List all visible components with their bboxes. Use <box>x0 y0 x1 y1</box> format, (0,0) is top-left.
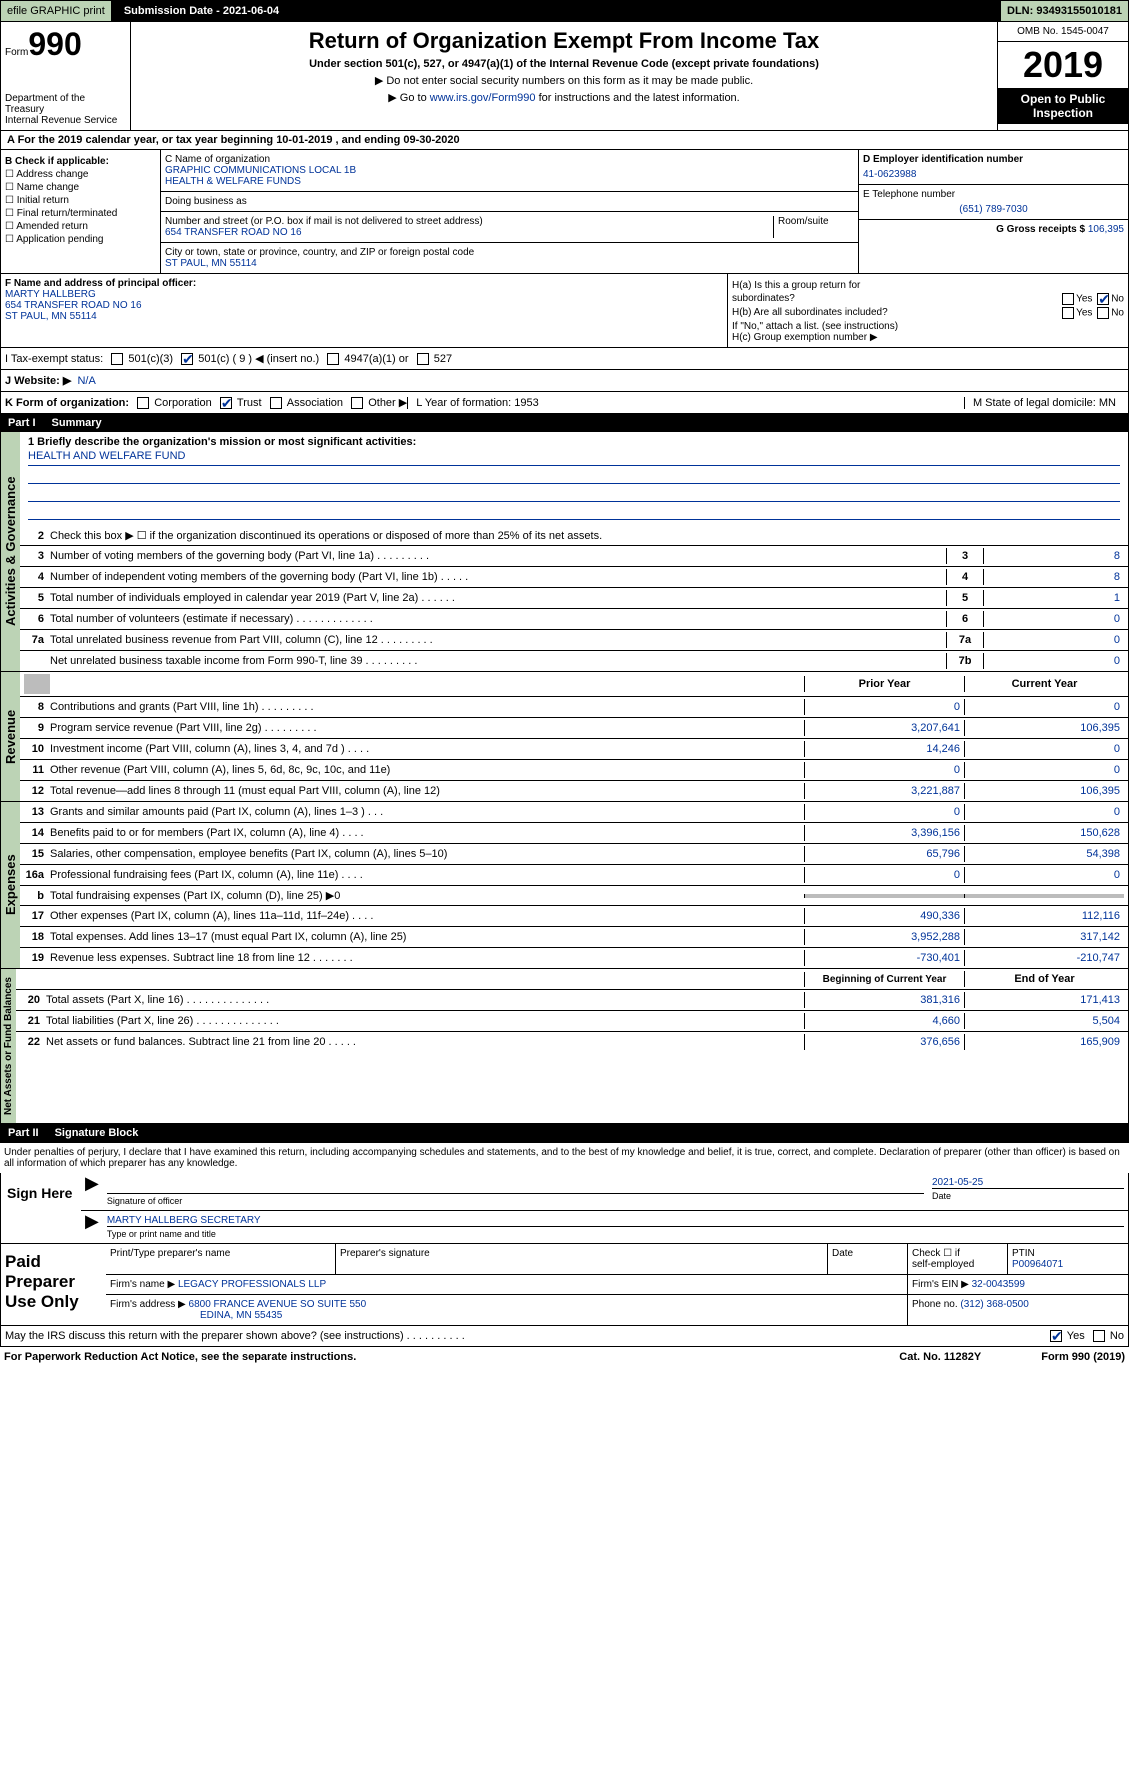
gross-receipts: 106,395 <box>1088 224 1124 235</box>
col-c-org: C Name of organization GRAPHIC COMMUNICA… <box>161 150 858 273</box>
ha-yes[interactable] <box>1062 293 1074 305</box>
col-b-checkboxes: B Check if applicable: ☐ Address change … <box>1 150 161 273</box>
form-number: Form990 <box>5 26 126 63</box>
ein-value: 41-0623988 <box>863 169 1124 180</box>
row-j: J Website: ▶ N/A <box>0 370 1129 392</box>
paid-preparer: Paid Preparer Use Only Print/Type prepar… <box>0 1244 1129 1326</box>
form-subtitle: Under section 501(c), 527, or 4947(a)(1)… <box>137 58 991 70</box>
period-row: A For the 2019 calendar year, or tax yea… <box>0 131 1129 150</box>
top-bar: efile GRAPHIC print Submission Date - 20… <box>0 0 1129 22</box>
efile-label[interactable]: efile GRAPHIC print <box>1 1 112 21</box>
link-note: ▶ Go to www.irs.gov/Form990 for instruct… <box>137 91 991 104</box>
hb-no[interactable] <box>1097 307 1109 319</box>
submission-date-btn[interactable]: Submission Date - 2021-06-04 <box>112 1 292 21</box>
discuss-no[interactable] <box>1093 1330 1105 1342</box>
org-name: GRAPHIC COMMUNICATIONS LOCAL 1B HEALTH &… <box>165 165 854 187</box>
perjury-text: Under penalties of perjury, I declare th… <box>0 1142 1129 1173</box>
tab-net-assets: Net Assets or Fund Balances <box>1 969 16 1123</box>
tab-revenue: Revenue <box>1 672 20 801</box>
org-address: 654 TRANSFER ROAD NO 16 <box>165 227 773 238</box>
tab-expenses: Expenses <box>1 802 20 968</box>
mission-text: HEALTH AND WELFARE FUND <box>28 450 1120 466</box>
irs-link[interactable]: www.irs.gov/Form990 <box>430 92 536 104</box>
discuss-yes[interactable] <box>1050 1330 1062 1342</box>
omb-number: OMB No. 1545-0047 <box>998 22 1128 42</box>
row-k: K Form of organization: Corporation Trus… <box>0 392 1129 414</box>
discuss-row: May the IRS discuss this return with the… <box>0 1326 1129 1347</box>
tab-governance: Activities & Governance <box>1 432 20 671</box>
dln-label: DLN: 93493155010181 <box>1001 1 1128 21</box>
ha-no[interactable] <box>1097 293 1109 305</box>
part1-header: Part ISummary <box>0 414 1129 432</box>
form-header: Form990 Department of the Treasury Inter… <box>0 22 1129 131</box>
row-i: I Tax-exempt status: 501(c)(3) 501(c) ( … <box>0 348 1129 370</box>
section-bcd: B Check if applicable: ☐ Address change … <box>0 150 1129 274</box>
tax-year: 2019 <box>998 42 1128 88</box>
dept-label: Department of the Treasury Internal Reve… <box>5 93 126 126</box>
form-title: Return of Organization Exempt From Incom… <box>137 28 991 54</box>
open-public: Open to Public Inspection <box>998 88 1128 124</box>
hb-yes[interactable] <box>1062 307 1074 319</box>
phone-value: (651) 789-7030 <box>863 204 1124 215</box>
signature-block: Sign Here ▶ Signature of officer 2021-05… <box>0 1173 1129 1244</box>
org-city: ST PAUL, MN 55114 <box>165 258 854 269</box>
section-fh: F Name and address of principal officer:… <box>0 274 1129 348</box>
ssn-note: ▶ Do not enter social security numbers o… <box>137 74 991 87</box>
footer: For Paperwork Reduction Act Notice, see … <box>0 1347 1129 1367</box>
col-d-ein: D Employer identification number 41-0623… <box>858 150 1128 273</box>
part2-header: Part IISignature Block <box>0 1124 1129 1142</box>
